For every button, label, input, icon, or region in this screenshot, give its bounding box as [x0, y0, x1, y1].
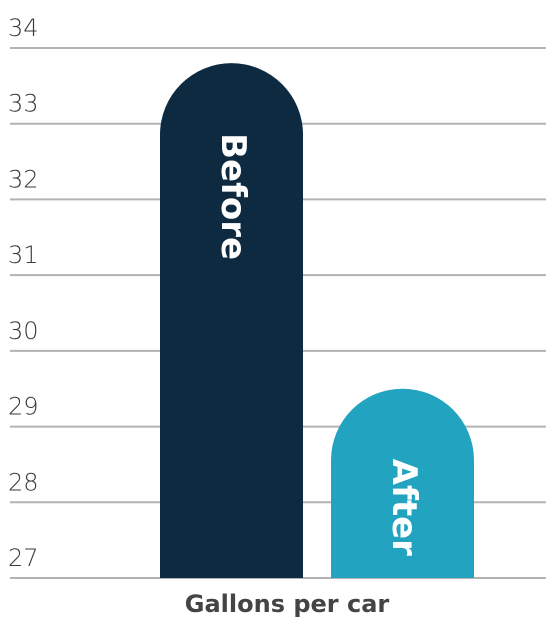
y-tick-label: 29: [8, 393, 39, 421]
y-tick-label: 30: [8, 317, 39, 345]
y-tick-label: 33: [8, 90, 39, 118]
y-tick-label: 34: [8, 14, 39, 42]
y-tick-label: 32: [8, 165, 39, 193]
bar: [331, 388, 474, 578]
y-tick-label: 31: [8, 241, 39, 269]
bar-label: After: [384, 459, 424, 556]
bar: [160, 63, 303, 579]
bar-label: Before: [213, 133, 253, 260]
y-tick-label: 28: [8, 468, 39, 496]
x-axis-label: Gallons per car: [185, 590, 390, 618]
y-tick-label: 27: [8, 544, 39, 572]
